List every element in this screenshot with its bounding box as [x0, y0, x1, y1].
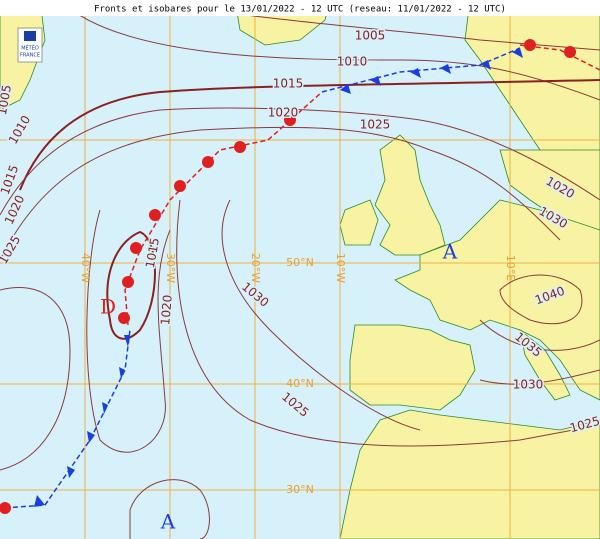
title: Fronts et isobares pour le 13/01/2022 - … [94, 5, 506, 15]
logo-text: MÉTÉO [21, 44, 39, 52]
fronts [0, 39, 600, 514]
isobar-label: 1015 [143, 237, 162, 270]
graticule-label: 30°W [164, 253, 177, 283]
graticule-label: 20°W [249, 253, 262, 283]
graticule-label: 10°W [334, 253, 347, 283]
isobar-label: 1020 [268, 106, 299, 120]
graticule-label: 10°E [504, 255, 517, 281]
pressure-center: A [442, 240, 458, 264]
logo: MÉTÉO FRANCE [17, 27, 43, 63]
isobar-label: 1020 [158, 294, 175, 326]
isobar-label: 1005 [355, 29, 386, 43]
pressure-center: A [160, 510, 176, 534]
pressure-center: D [100, 295, 116, 319]
graticule-label: 40°N [286, 377, 314, 390]
isobar-label: 1010 [337, 55, 368, 69]
logo-text: FRANCE [20, 53, 40, 59]
graticule-label: 50°N [286, 256, 314, 269]
isobar-label: 1015 [273, 77, 304, 91]
title-bar [0, 0, 600, 16]
graticule-label: 30°N [286, 483, 314, 496]
graticule-label: 40°W [79, 253, 92, 283]
logo-icon [24, 31, 36, 41]
isobar-label: 1030 [513, 378, 544, 392]
isobar-label: 1025 [360, 118, 391, 132]
